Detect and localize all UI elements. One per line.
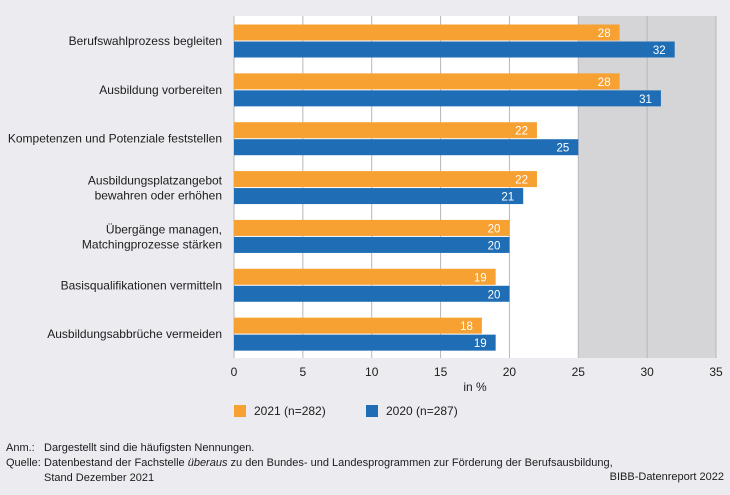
bar-value-label: 19 xyxy=(474,338,487,350)
legend-swatch-2020 xyxy=(366,405,378,417)
x-tick-label: 35 xyxy=(709,365,723,379)
bar-2020 xyxy=(234,334,496,351)
bar-value-label: 31 xyxy=(639,94,652,106)
bar-2021 xyxy=(234,171,537,188)
source-row-2: Stand Dezember 2021 xyxy=(6,471,724,486)
x-tick-label: 30 xyxy=(640,365,654,379)
bar-2020 xyxy=(234,236,510,253)
bar-2021 xyxy=(234,24,620,41)
footnotes: Anm.: Dargestellt sind die häufigsten Ne… xyxy=(6,441,724,486)
legend-swatch-2021 xyxy=(234,405,246,417)
note-label: Anm.: xyxy=(6,442,35,454)
category-label: Ausbildung vorbereiten xyxy=(99,83,222,97)
bar-2020 xyxy=(234,188,524,205)
bar-value-label: 20 xyxy=(488,223,501,235)
bar-value-label: 20 xyxy=(488,240,501,252)
source-text-part3: Stand Dezember 2021 xyxy=(44,472,155,484)
bar-value-label: 32 xyxy=(653,45,666,57)
x-tick-label: 15 xyxy=(434,365,448,379)
x-tick-label: 0 xyxy=(231,365,238,379)
bar-value-label: 22 xyxy=(515,126,528,138)
legend-label-2021: 2021 (n=282) xyxy=(254,404,326,418)
bar-value-label: 19 xyxy=(474,272,487,284)
bar-2021 xyxy=(234,219,510,236)
legend-item-2020: 2020 (n=287) xyxy=(366,404,458,418)
category-label: Matchingprozesse stärken xyxy=(82,237,222,251)
source-label: Quelle: xyxy=(6,457,41,469)
bar-2020 xyxy=(234,285,510,302)
source-text: Datenbestand der Fachstelle überaus zu d… xyxy=(44,456,613,471)
bar-value-label: 28 xyxy=(598,77,611,89)
bar-value-label: 21 xyxy=(501,192,514,204)
bar-value-label: 22 xyxy=(515,175,528,187)
category-label: bewahren oder erhöhen xyxy=(95,189,222,203)
category-label: Basisqualifikationen vermitteln xyxy=(61,278,222,292)
category-label: Ausbildungsplatzangebot xyxy=(88,174,223,188)
note-text: Dargestellt sind die häufigsten Nennunge… xyxy=(44,442,255,454)
bar-2020 xyxy=(234,139,579,156)
x-tick-label: 25 xyxy=(572,365,586,379)
category-label: Kompetenzen und Potenziale feststellen xyxy=(8,132,222,146)
bar-value-label: 25 xyxy=(556,143,569,155)
category-labels: Berufswahlprozess begleiten Ausbildung vo… xyxy=(8,34,223,341)
source-text-part1: Datenbestand der Fachstelle xyxy=(44,457,188,469)
source-text-part2: zu den Bundes- und Landesprogrammen zur … xyxy=(227,457,613,469)
category-label: Ausbildungsabbrüche vermeiden xyxy=(47,327,222,341)
source-text-italic: überaus xyxy=(187,457,228,469)
category-label: Übergänge managen, xyxy=(106,222,222,236)
note-row: Anm.: Dargestellt sind die häufigsten Ne… xyxy=(6,441,724,456)
legend-label-2020: 2020 (n=287) xyxy=(386,404,458,418)
bar-2020 xyxy=(234,41,675,58)
x-tick-label: 10 xyxy=(365,365,379,379)
legend-item-2021: 2021 (n=282) xyxy=(234,404,326,418)
source-row: Quelle: Datenbestand der Fachstelle über… xyxy=(6,456,724,471)
bar-2021 xyxy=(234,73,620,90)
credit: BIBB-Datenreport 2022 xyxy=(609,471,724,483)
bar-value-label: 28 xyxy=(598,28,611,40)
x-tick-label: 20 xyxy=(503,365,517,379)
bar-2021 xyxy=(234,317,482,334)
bar-value-label: 20 xyxy=(488,289,501,301)
bar-2021 xyxy=(234,268,496,285)
bar-2020 xyxy=(234,90,661,107)
x-tick-labels: 0 5 10 15 20 25 30 35 xyxy=(231,365,723,379)
bar-2021 xyxy=(234,122,537,139)
x-tick-label: 5 xyxy=(300,365,307,379)
category-label: Berufswahlprozess begleiten xyxy=(69,34,222,48)
x-axis-label: in % xyxy=(463,380,487,394)
bar-value-label: 18 xyxy=(460,321,473,333)
